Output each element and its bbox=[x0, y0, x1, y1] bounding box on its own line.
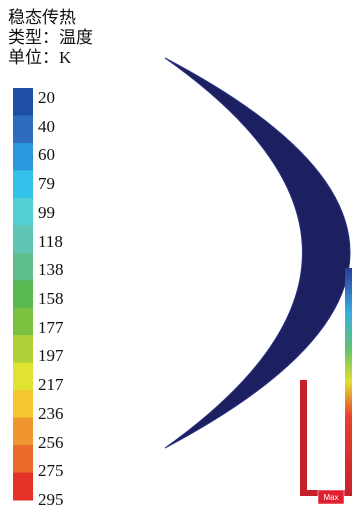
legend-label: 40 bbox=[38, 118, 55, 136]
legend-swatch bbox=[13, 115, 33, 143]
legend-label: 275 bbox=[38, 462, 64, 480]
legend-label: 295 bbox=[38, 491, 64, 508]
legend-label: 79 bbox=[38, 175, 55, 193]
legend-swatch bbox=[13, 445, 33, 473]
legend-swatch bbox=[13, 390, 33, 418]
legend-swatch bbox=[13, 473, 33, 501]
legend-swatch bbox=[13, 335, 33, 363]
legend-label: 99 bbox=[38, 204, 55, 222]
legend-label: 177 bbox=[38, 319, 64, 337]
legend-label: 217 bbox=[38, 376, 64, 394]
right-pipe bbox=[345, 268, 352, 496]
legend-swatch bbox=[13, 225, 33, 253]
model-view: Max bbox=[0, 0, 360, 508]
legend-swatch bbox=[13, 280, 33, 308]
legend-swatch bbox=[13, 418, 33, 446]
legend-swatch bbox=[13, 143, 33, 171]
legend-label: 20 bbox=[38, 89, 55, 107]
legend-label: 197 bbox=[38, 347, 64, 365]
legend-label: 236 bbox=[38, 405, 64, 423]
legend-bar bbox=[13, 88, 33, 501]
legend-label: 118 bbox=[38, 233, 63, 251]
screenshot: 稳态传热 类型：温度 单位：K Max 20406079991181381581… bbox=[0, 0, 360, 508]
max-label: Max bbox=[323, 493, 338, 502]
legend-swatch bbox=[13, 308, 33, 336]
legend-label: 60 bbox=[38, 146, 55, 164]
legend-label: 256 bbox=[38, 434, 64, 452]
left-pipe bbox=[300, 380, 307, 496]
legend-swatch bbox=[13, 88, 33, 116]
crescent-body bbox=[165, 58, 350, 448]
legend-swatch bbox=[13, 198, 33, 226]
legend-label: 138 bbox=[38, 261, 64, 279]
legend-swatch bbox=[13, 363, 33, 391]
legend-label: 158 bbox=[38, 290, 64, 308]
legend-swatch bbox=[13, 253, 33, 281]
legend-swatch bbox=[13, 170, 33, 198]
